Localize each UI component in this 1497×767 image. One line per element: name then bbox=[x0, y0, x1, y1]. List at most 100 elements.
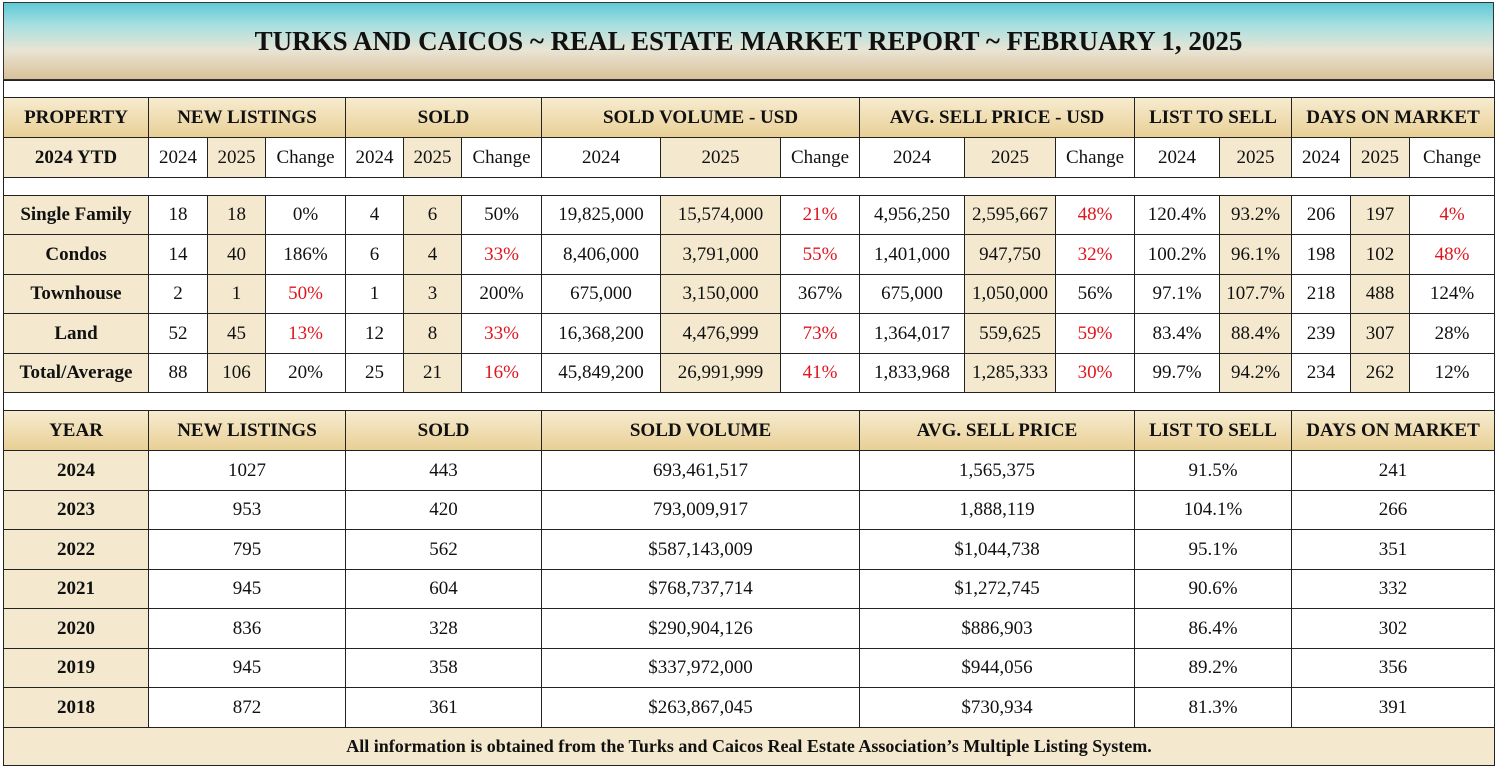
spacer-row bbox=[3, 80, 1495, 98]
data-cell: 106 bbox=[207, 353, 266, 393]
data-cell: 13% bbox=[265, 313, 346, 354]
data-cell: 45 bbox=[207, 313, 266, 354]
spacer-row bbox=[3, 392, 1495, 411]
data-cell: 1,833,968 bbox=[859, 353, 965, 393]
data-cell: 443 bbox=[345, 450, 542, 491]
data-cell: $768,737,714 bbox=[541, 569, 860, 609]
property-label: Total/Average bbox=[3, 353, 149, 393]
data-cell: 675,000 bbox=[859, 274, 965, 314]
data-cell: $290,904,126 bbox=[541, 608, 860, 649]
data-cell: 90.6% bbox=[1134, 569, 1292, 609]
sub-header: 2024 bbox=[345, 137, 404, 178]
year-label: 2023 bbox=[3, 490, 149, 530]
data-cell: 332 bbox=[1291, 569, 1495, 609]
data-cell: 16% bbox=[461, 353, 542, 393]
data-cell: 12% bbox=[1409, 353, 1495, 393]
data-cell: 1,050,000 bbox=[964, 274, 1056, 314]
sub-header: 2024 bbox=[1291, 137, 1351, 178]
data-cell: 14 bbox=[148, 234, 208, 275]
column-header: SOLD bbox=[345, 410, 542, 451]
data-cell: 97.1% bbox=[1134, 274, 1220, 314]
data-cell: 124% bbox=[1409, 274, 1495, 314]
data-cell: 197 bbox=[1350, 195, 1410, 235]
data-cell: 262 bbox=[1350, 353, 1410, 393]
data-cell: 793,009,917 bbox=[541, 490, 860, 530]
data-cell: 19,825,000 bbox=[541, 195, 661, 235]
data-cell: 96.1% bbox=[1219, 234, 1292, 275]
data-cell: 302 bbox=[1291, 608, 1495, 649]
group-header: LIST TO SELL bbox=[1134, 97, 1292, 138]
data-cell: 488 bbox=[1350, 274, 1410, 314]
year-label: 2024 bbox=[3, 450, 149, 491]
data-cell: 604 bbox=[345, 569, 542, 609]
column-header: DAYS ON MARKET bbox=[1291, 410, 1495, 451]
data-cell: 2,595,667 bbox=[964, 195, 1056, 235]
data-cell: 33% bbox=[461, 313, 542, 354]
data-cell: $587,143,009 bbox=[541, 529, 860, 570]
data-cell: 1 bbox=[345, 274, 404, 314]
data-cell: 21% bbox=[780, 195, 860, 235]
data-cell: 21 bbox=[403, 353, 462, 393]
property-label: Townhouse bbox=[3, 274, 149, 314]
data-cell: 32% bbox=[1055, 234, 1135, 275]
data-cell: 93.2% bbox=[1219, 195, 1292, 235]
data-cell: 55% bbox=[780, 234, 860, 275]
data-cell: 18 bbox=[207, 195, 266, 235]
data-cell: 12 bbox=[345, 313, 404, 354]
sub-header: 2025 bbox=[1219, 137, 1292, 178]
data-cell: 107.7% bbox=[1219, 274, 1292, 314]
data-cell: 41% bbox=[780, 353, 860, 393]
group-header: PROPERTY bbox=[3, 97, 149, 138]
data-cell: 559,625 bbox=[964, 313, 1056, 354]
data-cell: 40 bbox=[207, 234, 266, 275]
data-cell: $263,867,045 bbox=[541, 687, 860, 728]
column-header: AVG. SELL PRICE bbox=[859, 410, 1135, 451]
data-cell: 59% bbox=[1055, 313, 1135, 354]
data-cell: 89.2% bbox=[1134, 648, 1292, 688]
data-cell: 15,574,000 bbox=[660, 195, 781, 235]
data-cell: 218 bbox=[1291, 274, 1351, 314]
year-label: 2018 bbox=[3, 687, 149, 728]
data-cell: 50% bbox=[265, 274, 346, 314]
sub-header: 2025 bbox=[1350, 137, 1410, 178]
sub-header: 2024 bbox=[148, 137, 208, 178]
data-cell: 358 bbox=[345, 648, 542, 688]
data-cell: 1027 bbox=[148, 450, 346, 491]
sub-header: 2025 bbox=[964, 137, 1056, 178]
data-cell: 83.4% bbox=[1134, 313, 1220, 354]
sub-header: 2024 bbox=[541, 137, 661, 178]
sub-header: 2025 bbox=[403, 137, 462, 178]
sub-header: 2024 bbox=[859, 137, 965, 178]
column-header: NEW LISTINGS bbox=[148, 410, 346, 451]
year-label: 2020 bbox=[3, 608, 149, 649]
group-header: SOLD VOLUME - USD bbox=[541, 97, 860, 138]
data-cell: 48% bbox=[1055, 195, 1135, 235]
data-cell: 234 bbox=[1291, 353, 1351, 393]
data-cell: 52 bbox=[148, 313, 208, 354]
data-cell: 16,368,200 bbox=[541, 313, 661, 354]
data-cell: $1,044,738 bbox=[859, 529, 1135, 570]
spacer-row bbox=[3, 177, 1495, 196]
data-cell: 91.5% bbox=[1134, 450, 1292, 491]
data-cell: 200% bbox=[461, 274, 542, 314]
data-cell: 86.4% bbox=[1134, 608, 1292, 649]
data-cell: 307 bbox=[1350, 313, 1410, 354]
data-cell: 50% bbox=[461, 195, 542, 235]
data-cell: 81.3% bbox=[1134, 687, 1292, 728]
data-cell: 4,956,250 bbox=[859, 195, 965, 235]
data-cell: 562 bbox=[345, 529, 542, 570]
sub-header: Change bbox=[461, 137, 542, 178]
data-cell: 104.1% bbox=[1134, 490, 1292, 530]
year-label: 2022 bbox=[3, 529, 149, 570]
data-cell: $1,272,745 bbox=[859, 569, 1135, 609]
data-cell: 100.2% bbox=[1134, 234, 1220, 275]
data-cell: 420 bbox=[345, 490, 542, 530]
data-cell: 8,406,000 bbox=[541, 234, 661, 275]
data-cell: 266 bbox=[1291, 490, 1495, 530]
data-cell: 48% bbox=[1409, 234, 1495, 275]
sub-header: Change bbox=[1055, 137, 1135, 178]
data-cell: 56% bbox=[1055, 274, 1135, 314]
property-label: Single Family bbox=[3, 195, 149, 235]
data-cell: 26,991,999 bbox=[660, 353, 781, 393]
data-cell: 18 bbox=[148, 195, 208, 235]
